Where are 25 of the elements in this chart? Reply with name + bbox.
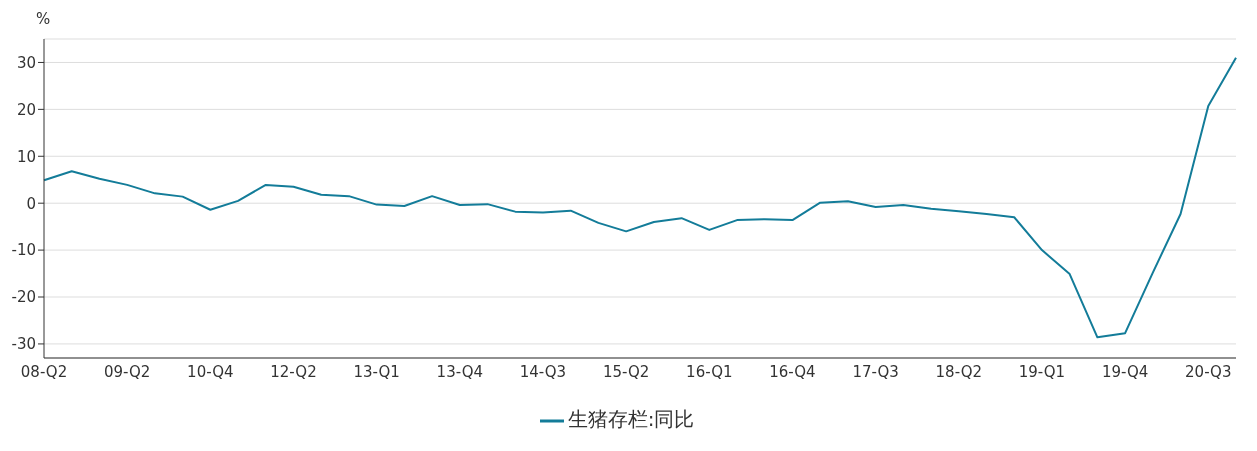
legend-label: 生猪存栏:同比 [567, 407, 695, 431]
y-tick-label: -10 [11, 241, 36, 260]
x-tick-label: 20-Q3 [1185, 362, 1232, 381]
y-tick-label: 30 [16, 53, 36, 72]
y-tick-label: -30 [11, 335, 36, 354]
x-tick-label: 12-Q2 [270, 362, 317, 381]
x-tick-label: 19-Q4 [1101, 362, 1149, 381]
y-tick-label: -20 [11, 288, 36, 307]
y-axis-title: % [36, 10, 51, 28]
x-tick-label: 10-Q4 [187, 362, 234, 381]
x-tick-label: 13-Q4 [436, 362, 484, 381]
x-tick-label: 13-Q1 [353, 362, 400, 381]
x-tick-label: 09-Q2 [103, 362, 151, 381]
x-tick-label: 17-Q3 [852, 362, 899, 381]
x-tick-label: 16-Q1 [686, 362, 733, 381]
x-tick-label: 15-Q2 [602, 362, 650, 381]
y-tick-label: 0 [26, 194, 36, 213]
y-tick-label: 10 [16, 147, 36, 166]
x-tick-label: 19-Q1 [1018, 362, 1066, 381]
x-tick-label: 18-Q2 [935, 362, 982, 381]
x-tick-label: 16-Q4 [769, 362, 816, 381]
x-tick-label: 08-Q2 [20, 362, 68, 381]
line-series [43, 56, 1237, 339]
x-tick-label: 14-Q3 [519, 362, 567, 381]
y-tick-label: 20 [16, 100, 36, 119]
